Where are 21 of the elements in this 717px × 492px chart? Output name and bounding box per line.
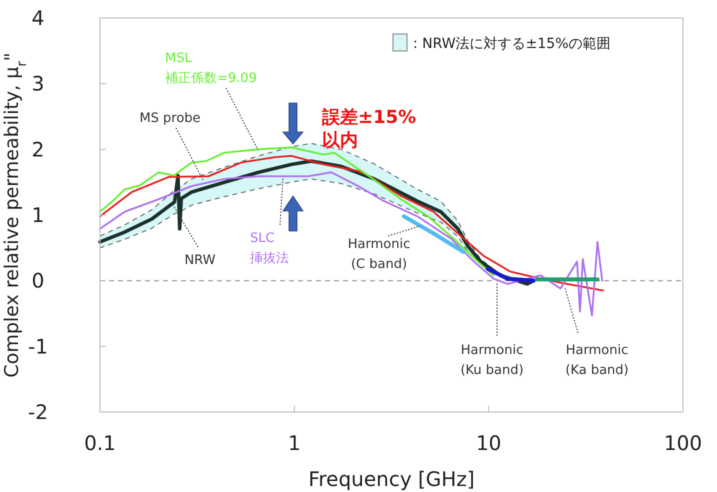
text: Harmonic (Ka band) (565, 343, 629, 378)
y-tick-label: 1 (32, 203, 44, 227)
y-tick-label: -2 (28, 400, 48, 424)
series-label: Harmonic (C band) (348, 237, 410, 272)
y-tick-label: -1 (28, 334, 48, 358)
y-tick-label: 2 (32, 137, 44, 162)
legend-title: : NRW法に対する±15%の範囲 (413, 36, 610, 52)
x-tick-label: 100 (664, 431, 702, 455)
x-tick-label: 10 (476, 431, 502, 455)
annotation: 誤差±15% 以内 (321, 107, 416, 151)
text: SLC 挿抜法 (250, 231, 289, 266)
x-tick-label: 1 (288, 431, 301, 455)
y-tick-label: 4 (32, 6, 44, 30)
text: Harmonic (Ku band) (460, 343, 524, 378)
y-tick-label: 0 (32, 268, 44, 293)
x-axis-title: Frequency [GHz] (308, 467, 475, 491)
text: MSL 補正係数=9.09 (165, 51, 257, 86)
series-label: NRW (184, 253, 216, 268)
text: MS probe (139, 111, 201, 126)
x-tick-label: 0.1 (84, 431, 116, 455)
y-tick-label: 3 (32, 72, 44, 96)
